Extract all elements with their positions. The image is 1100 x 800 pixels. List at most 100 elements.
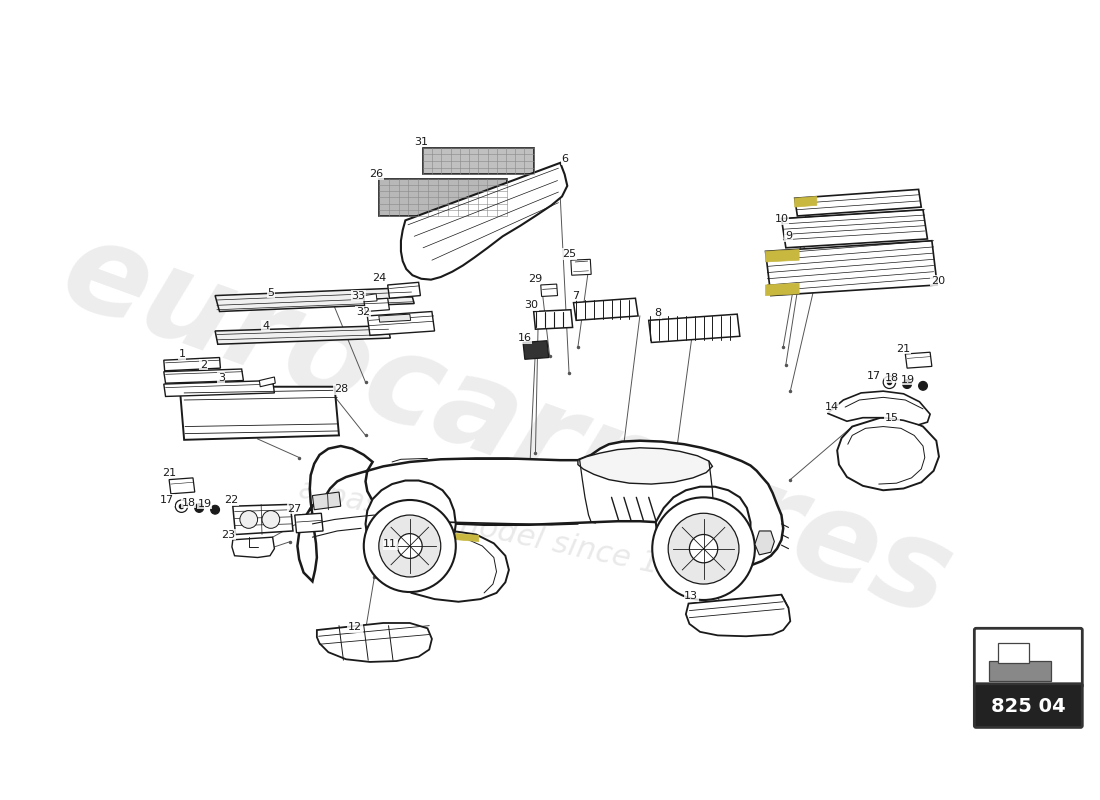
Polygon shape: [216, 326, 390, 344]
Text: 26: 26: [370, 170, 383, 179]
Text: 21: 21: [896, 344, 911, 354]
Polygon shape: [374, 531, 509, 602]
Text: 22: 22: [224, 495, 239, 505]
FancyBboxPatch shape: [975, 628, 1082, 687]
Polygon shape: [794, 190, 922, 216]
Text: 8: 8: [654, 308, 661, 318]
Polygon shape: [571, 259, 591, 275]
Text: 29: 29: [528, 274, 542, 284]
Text: 27: 27: [287, 504, 301, 514]
Text: 18: 18: [886, 373, 899, 383]
Polygon shape: [534, 310, 573, 330]
Polygon shape: [364, 294, 377, 302]
Text: 4: 4: [262, 321, 270, 330]
Text: 33: 33: [352, 290, 365, 301]
Polygon shape: [424, 148, 534, 174]
Polygon shape: [656, 486, 750, 575]
Text: 6: 6: [561, 154, 568, 164]
Polygon shape: [766, 241, 937, 295]
Polygon shape: [905, 352, 932, 368]
Text: eurocarpares: eurocarpares: [46, 210, 968, 643]
Circle shape: [903, 380, 912, 389]
Polygon shape: [766, 250, 799, 262]
Text: 13: 13: [684, 591, 699, 602]
Polygon shape: [378, 314, 410, 322]
Polygon shape: [578, 448, 713, 484]
Text: 25: 25: [562, 249, 576, 259]
Polygon shape: [164, 369, 243, 383]
Polygon shape: [447, 533, 478, 542]
Text: 11: 11: [383, 539, 397, 550]
Text: 30: 30: [524, 300, 538, 310]
Polygon shape: [179, 386, 339, 440]
Polygon shape: [378, 178, 507, 216]
Polygon shape: [541, 284, 558, 297]
Circle shape: [364, 500, 455, 592]
Polygon shape: [260, 377, 275, 386]
Text: 14: 14: [825, 402, 839, 412]
Polygon shape: [794, 197, 817, 207]
Polygon shape: [755, 531, 774, 555]
Text: 7: 7: [572, 290, 579, 301]
Polygon shape: [649, 314, 740, 342]
Circle shape: [883, 376, 895, 389]
Polygon shape: [169, 478, 195, 494]
Polygon shape: [295, 514, 323, 533]
Circle shape: [175, 500, 188, 512]
Circle shape: [397, 534, 422, 558]
Polygon shape: [827, 391, 931, 425]
Circle shape: [918, 382, 927, 390]
Text: 10: 10: [774, 214, 789, 225]
Text: 20: 20: [931, 275, 945, 286]
Circle shape: [211, 506, 220, 514]
Polygon shape: [837, 418, 939, 490]
Polygon shape: [164, 381, 274, 397]
Text: 15: 15: [886, 413, 899, 422]
Circle shape: [668, 514, 739, 584]
Polygon shape: [367, 311, 434, 335]
Text: 18: 18: [182, 498, 196, 508]
Polygon shape: [781, 210, 927, 248]
Polygon shape: [400, 163, 568, 280]
Polygon shape: [297, 441, 783, 582]
Text: 3: 3: [218, 373, 224, 383]
Text: 28: 28: [333, 384, 348, 394]
Polygon shape: [365, 481, 455, 567]
Circle shape: [240, 510, 257, 528]
Polygon shape: [312, 492, 341, 510]
Circle shape: [652, 498, 755, 600]
Text: 19: 19: [197, 498, 211, 509]
Text: 31: 31: [415, 137, 428, 146]
Text: 23: 23: [221, 530, 235, 539]
Circle shape: [378, 515, 441, 577]
Circle shape: [195, 503, 204, 512]
Polygon shape: [524, 341, 549, 359]
Polygon shape: [998, 643, 1030, 663]
Text: 32: 32: [355, 306, 370, 317]
Polygon shape: [686, 594, 790, 636]
Text: 1: 1: [179, 349, 186, 359]
Polygon shape: [989, 661, 1052, 681]
Polygon shape: [573, 298, 638, 320]
Polygon shape: [232, 537, 274, 558]
Text: 12: 12: [348, 622, 362, 633]
Text: 21: 21: [162, 467, 176, 478]
Text: 2: 2: [200, 360, 207, 370]
Text: 17: 17: [161, 495, 175, 505]
Text: 19: 19: [901, 374, 915, 385]
Text: 17: 17: [867, 371, 881, 381]
Polygon shape: [317, 623, 432, 662]
Text: 16: 16: [518, 333, 531, 343]
Polygon shape: [387, 282, 420, 298]
Text: 5: 5: [267, 288, 274, 298]
Polygon shape: [216, 288, 415, 311]
Circle shape: [690, 534, 717, 563]
Polygon shape: [233, 505, 293, 534]
Circle shape: [262, 510, 279, 528]
Polygon shape: [364, 298, 389, 311]
Polygon shape: [164, 358, 220, 370]
Text: a passion model since 1985: a passion model since 1985: [296, 474, 718, 591]
Text: 825 04: 825 04: [991, 697, 1066, 716]
Polygon shape: [766, 283, 799, 295]
Text: 9: 9: [785, 231, 792, 242]
